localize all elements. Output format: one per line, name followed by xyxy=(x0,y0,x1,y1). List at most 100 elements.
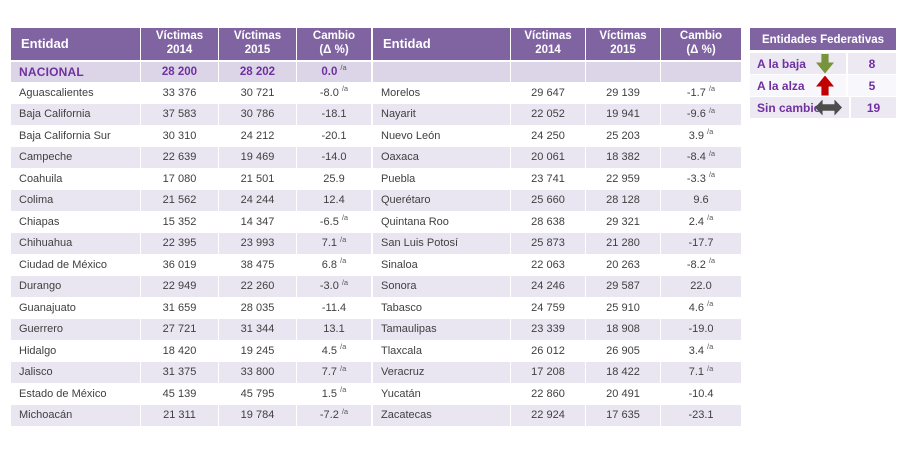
column-header-victimas-2014: Víctimas 2014 xyxy=(510,27,586,62)
victims-2014-cell: 21 311 xyxy=(140,404,219,427)
victims-2015-cell: 17 635 xyxy=(585,404,661,427)
legend-count: 5 xyxy=(846,75,896,96)
victims-2014-cell: 22 063 xyxy=(510,253,586,276)
state-row: Baja California 37 583 30 786 -18.1 xyxy=(10,103,372,126)
state-name-cell: Colima xyxy=(10,189,141,212)
arrow-left-right-icon xyxy=(815,99,843,116)
national-row: NACIONAL 28 200 28 202 0.0/a xyxy=(10,60,372,83)
legend-label: Sin cambio xyxy=(757,100,822,115)
victims-2014-cell: 22 052 xyxy=(510,103,586,126)
change-cell: -11.4 xyxy=(296,296,372,319)
victims-table-left: Entidad Víctimas 2014 Víctimas 2015 Camb… xyxy=(10,27,372,427)
victims-2015-cell: 18 382 xyxy=(585,146,661,169)
state-name-cell: Aguascalientes xyxy=(10,81,141,104)
change-cell: 7.1/a xyxy=(660,361,742,384)
footnote-marker: /a xyxy=(341,277,349,287)
footnote-marker: /a xyxy=(340,342,347,352)
change-cell: 3.4/a xyxy=(660,339,742,362)
change-cell: 3.9/a xyxy=(660,124,742,147)
victims-2014-cell: 26 012 xyxy=(510,339,586,362)
victims-2014-cell: 20 061 xyxy=(510,146,586,169)
victims-2015-cell: 30 786 xyxy=(218,103,297,126)
column-header-victimas-2014: Víctimas 2014 xyxy=(140,27,219,62)
victims-2014-cell: 22 395 xyxy=(140,232,219,255)
national-name-cell: NACIONAL xyxy=(10,60,141,83)
state-row: Tamaulipas 23 339 18 908 -19.0 xyxy=(372,318,742,341)
state-name-cell: Querétaro xyxy=(372,189,511,212)
change-cell: 2.4/a xyxy=(660,210,742,233)
victims-2014-cell: 36 019 xyxy=(140,253,219,276)
victims-2015-cell: 38 475 xyxy=(218,253,297,276)
victims-2015-cell: 21 501 xyxy=(218,167,297,190)
header-row: Entidad Víctimas 2014 Víctimas 2015 Camb… xyxy=(372,27,742,62)
victims-2015-cell: 33 800 xyxy=(218,361,297,384)
footnote-marker: /a xyxy=(340,256,347,266)
spacer-cell xyxy=(510,60,586,83)
victims-2014-cell: 22 924 xyxy=(510,404,586,427)
state-row: Querétaro 25 660 28 128 9.6 xyxy=(372,189,742,212)
table-header: Entidad Víctimas 2014 Víctimas 2015 Camb… xyxy=(372,27,742,62)
state-name-cell: Nayarit xyxy=(372,103,511,126)
change-cell: 7.1/a xyxy=(296,232,372,255)
state-name-cell: Ciudad de México xyxy=(10,253,141,276)
victims-2014-cell: 22 639 xyxy=(140,146,219,169)
legend-label: A la alza xyxy=(757,78,805,93)
change-cell: -23.1 xyxy=(660,404,742,427)
footnote-marker: /a xyxy=(708,170,716,180)
legend-row-no-change: Sin cambio 19 xyxy=(750,96,896,118)
state-row: Tabasco 24 759 25 910 4.6/a xyxy=(372,296,742,319)
victims-2015-cell: 20 491 xyxy=(585,382,661,405)
state-name-cell: Jalisco xyxy=(10,361,141,384)
victims-2014-cell: 29 647 xyxy=(510,81,586,104)
arrow-up-icon xyxy=(816,75,834,96)
state-row: Yucatán 22 860 20 491 -10.4 xyxy=(372,382,742,405)
state-row: Jalisco 31 375 33 800 7.7/a xyxy=(10,361,372,384)
change-cell: -18.1 xyxy=(296,103,372,126)
victims-2015-cell: 28 128 xyxy=(585,189,661,212)
victims-2015-cell: 18 422 xyxy=(585,361,661,384)
footnote-marker: /a xyxy=(708,148,716,158)
change-cell: 9.6 xyxy=(660,189,742,212)
victims-2015-cell: 20 263 xyxy=(585,253,661,276)
legend-count: 19 xyxy=(849,97,896,118)
change-cell: 13.1 xyxy=(296,318,372,341)
state-name-cell: Estado de México xyxy=(10,382,141,405)
state-row: Guanajuato 31 659 28 035 -11.4 xyxy=(10,296,372,319)
victims-2014-cell: 24 759 xyxy=(510,296,586,319)
state-name-cell: Sinaloa xyxy=(372,253,511,276)
victims-2015-cell: 25 203 xyxy=(585,124,661,147)
state-row: Coahuila 17 080 21 501 25.9 xyxy=(10,167,372,190)
national-2015-cell: 28 202 xyxy=(218,60,297,83)
change-cell: -8.2/a xyxy=(660,253,742,276)
change-cell: -17.7 xyxy=(660,232,742,255)
victims-2014-cell: 22 860 xyxy=(510,382,586,405)
arrow-down-icon xyxy=(816,53,834,74)
column-header-cambio: Cambio (Δ %) xyxy=(660,27,742,62)
victims-2015-cell: 28 035 xyxy=(218,296,297,319)
legend-row-increase: A la alza 5 xyxy=(750,74,896,96)
state-row: Aguascalientes 33 376 30 721 -8.0/a xyxy=(10,81,372,104)
spacer-row xyxy=(372,60,742,83)
victims-2014-cell: 17 208 xyxy=(510,361,586,384)
spacer-cell xyxy=(372,60,511,83)
victims-2014-cell: 45 139 xyxy=(140,382,219,405)
state-row: Morelos 29 647 29 139 -1.7/a xyxy=(372,81,742,104)
state-row: Baja California Sur 30 310 24 212 -20.1 xyxy=(10,124,372,147)
state-row: Oaxaca 20 061 18 382 -8.4/a xyxy=(372,146,742,169)
footnote-marker: /a xyxy=(340,62,347,72)
change-cell: 4.6/a xyxy=(660,296,742,319)
change-cell: -9.6/a xyxy=(660,103,742,126)
change-cell: -3.0/a xyxy=(296,275,372,298)
state-row: Nuevo León 24 250 25 203 3.9/a xyxy=(372,124,742,147)
state-name-cell: Morelos xyxy=(372,81,511,104)
column-header-victimas-2015: Víctimas 2015 xyxy=(218,27,297,62)
change-cell: -8.0/a xyxy=(296,81,372,104)
change-cell: -19.0 xyxy=(660,318,742,341)
victims-2014-cell: 37 583 xyxy=(140,103,219,126)
column-header-entidad: Entidad xyxy=(372,27,511,62)
state-name-cell: Yucatán xyxy=(372,382,511,405)
spacer-cell xyxy=(585,60,661,83)
change-cell: -7.2/a xyxy=(296,404,372,427)
footnote-marker: /a xyxy=(341,406,349,416)
